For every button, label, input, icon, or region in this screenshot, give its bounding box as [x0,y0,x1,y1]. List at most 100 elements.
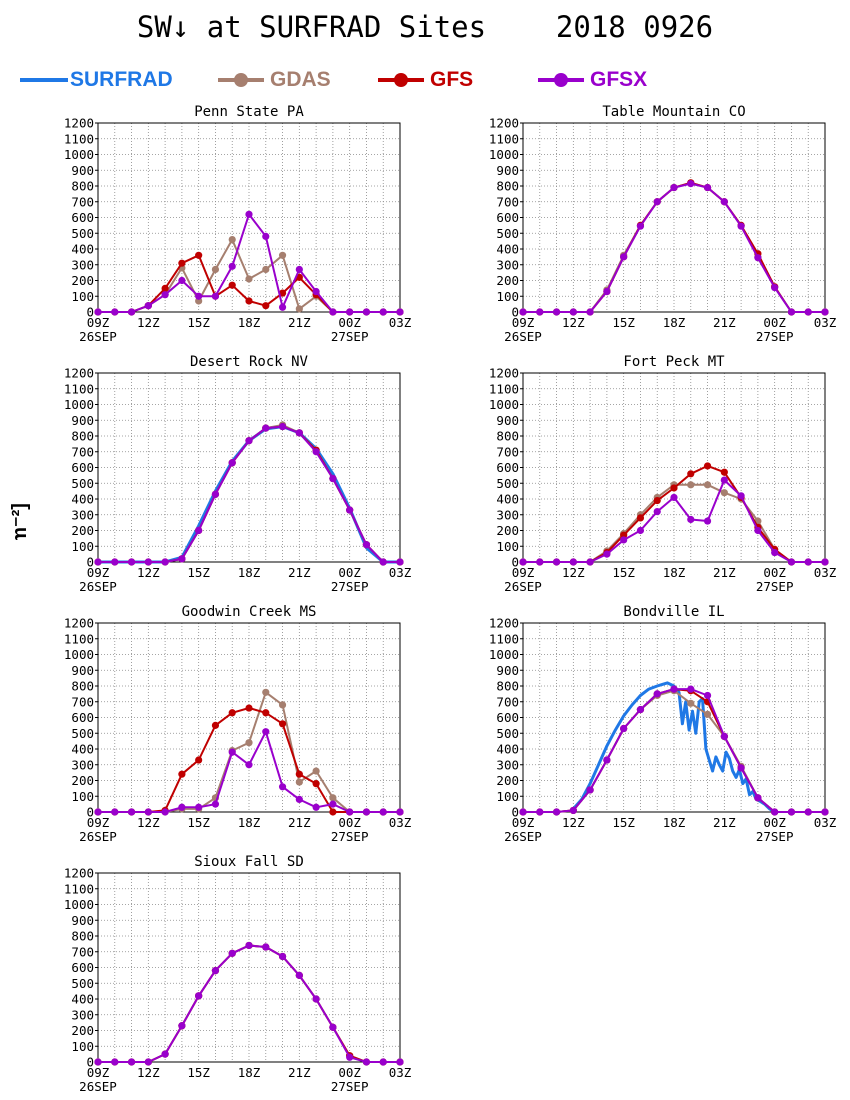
y-tick-label: 1100 [64,881,94,896]
x-tick-label: 21Z [288,1065,311,1080]
point-gfsx [228,748,236,756]
point-gfsx [94,808,102,816]
y-tick-label: 100 [71,1039,94,1054]
point-gfsx [519,308,527,316]
point-gfsx [670,493,678,502]
y-tick-label: 100 [71,539,94,554]
point-gfs [720,468,728,476]
panel-0: Penn State PA 010020030040050060070080090… [64,104,412,344]
point-gdas [278,701,287,709]
y-tick-label: 500 [71,476,94,491]
y-tick-label: 500 [71,726,94,741]
y-tick-label: 300 [71,1007,94,1022]
y-tick-label: 500 [496,476,519,491]
point-gfsx [821,308,829,316]
y-tick-label: 700 [496,694,519,709]
point-gfsx [329,308,337,316]
point-gfsx [178,555,186,563]
y-tick-label: 300 [496,507,519,522]
point-gfs [262,302,270,310]
point-gfsx [245,437,253,445]
legend-label-gfs: GFS [430,68,474,91]
point-gfsx [636,526,645,535]
y-tick-label: 600 [496,460,519,475]
y-axis-label: Flux [Wm⁻²] [9,503,31,540]
point-gfs [278,720,287,728]
y-tick-label: 1200 [489,116,519,131]
y-tick-label: 0 [511,805,519,820]
point-gfsx [687,515,695,524]
point-gfsx [228,262,236,270]
point-gfs [178,259,186,267]
y-tick-label: 800 [496,679,519,694]
point-gfsx [161,1050,169,1058]
point-gfs [653,496,661,505]
y-tick-label: 1200 [64,366,94,381]
point-gfsx [670,183,678,192]
point-gfsx [362,1058,371,1066]
point-gfsx [396,808,404,816]
y-tick-label: 900 [496,663,519,678]
series-line-gfs [523,181,825,313]
point-gfsx [262,232,270,240]
y-tick-label: 700 [71,194,94,209]
point-gfsx [346,1053,354,1061]
legend-item-gfs: GFS [378,62,498,98]
legend-swatch-gdas [218,73,264,87]
x-tick-label: 09Z [512,815,535,830]
point-gfsx [720,732,728,741]
y-tick-label: 500 [71,976,94,991]
point-gfsx [195,992,203,1000]
point-gfsx [295,265,303,274]
point-gfsx [396,558,404,566]
y-tick-label: 1000 [489,147,519,162]
point-gfsx [586,786,594,794]
point-gfsx [111,808,119,816]
x-tick-label: 18Z [663,315,686,330]
point-gdas [687,481,695,489]
x-tick-label: 21Z [713,815,736,830]
y-tick-label: 1000 [64,647,94,662]
point-gfsx [687,180,695,188]
point-gfsx [127,558,136,566]
point-gfsx [94,308,102,316]
x-tick-label: 12Z [137,315,160,330]
legend-label-surfrad: SURFRAD [70,68,173,91]
y-tick-label: 200 [71,523,94,538]
point-gfsx [653,508,661,516]
page-title: SW↓ at SURFRAD Sites 2018 0926 [136,10,714,44]
point-gfsx [127,808,136,816]
legend-swatch-gfsx [538,73,584,87]
point-gfsx [787,308,796,316]
x-date-label: 27SEP [331,1079,369,1094]
y-tick-label: 900 [71,663,94,678]
point-gfs [245,704,253,712]
x-date-label: 26SEP [504,329,542,344]
y-tick-label: 400 [71,742,94,757]
x-tick-label: 03Z [389,315,412,330]
point-gfsx [312,803,320,811]
point-gfsx [703,183,712,192]
y-tick-label: 800 [71,179,94,194]
point-gfsx [329,1023,337,1031]
point-gfsx [720,476,728,484]
x-tick-label: 15Z [187,815,210,830]
point-gfsx [670,685,678,693]
point-gfsx [737,492,745,500]
x-date-label: 26SEP [504,829,542,844]
legend-item-surfrad: SURFRAD [20,62,190,98]
x-tick-label: 21Z [288,565,311,580]
point-gfsx [653,690,661,698]
point-gfsx [195,292,203,300]
y-tick-label: 1200 [64,116,94,131]
series-line-gfsx [523,479,825,563]
y-tick-label: 0 [86,1055,94,1070]
panel-title: Desert Rock NV [190,354,309,370]
legend: SURFRAD GDAS GFS GFSX [0,62,850,98]
point-gfsx [329,474,337,483]
point-gfsx [178,803,186,811]
point-gfsx [278,422,287,431]
x-tick-label: 00Z [338,1065,361,1080]
y-tick-label: 0 [511,555,519,570]
y-tick-label: 300 [496,757,519,772]
